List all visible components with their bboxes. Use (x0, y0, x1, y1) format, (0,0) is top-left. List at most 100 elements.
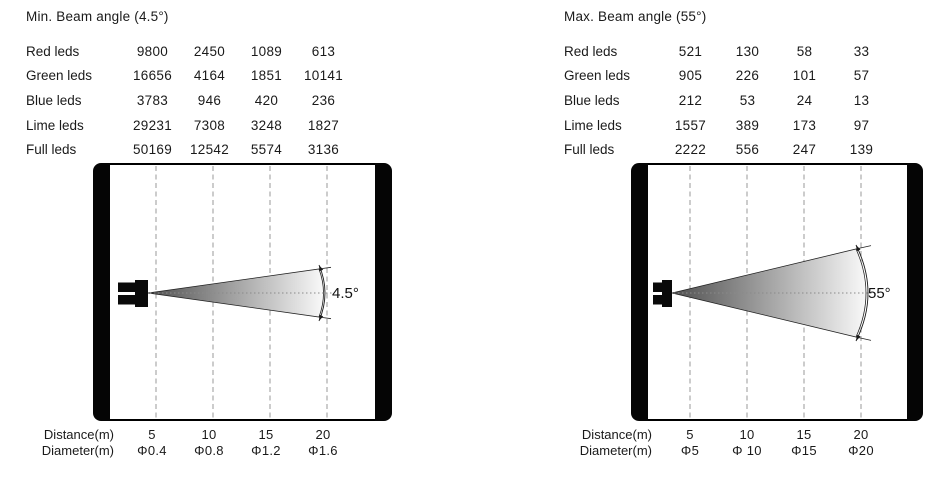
lux-value: 1827 (307, 117, 340, 133)
diameter-value: Φ5 (680, 442, 700, 458)
lux-table-row: Full leds 2222 556 247 139 (564, 137, 890, 162)
lux-table-row: Red leds 521 130 58 33 (564, 39, 890, 64)
led-color-label: Full leds (564, 142, 615, 158)
lux-table-row: Green leds 16656 4164 1851 10141 (26, 64, 352, 89)
lux-value: 173 (792, 117, 817, 133)
lux-value: 13 (853, 92, 870, 108)
lux-value: 946 (197, 92, 222, 108)
distance-axis-label: Distance(m) (581, 427, 652, 442)
lux-value: 57 (853, 68, 870, 84)
lux-table-row: Green leds 905 226 101 57 (564, 64, 890, 89)
frame-left-wall (93, 163, 110, 421)
distance-value: 5 (686, 427, 694, 442)
beam-diagram-frame: 55° (631, 163, 923, 421)
beam-cone (671, 248, 867, 338)
led-color-label: Green leds (26, 68, 93, 84)
lux-value: 139 (849, 142, 874, 158)
lux-table: Red leds 521 130 58 33 Green leds 905 226 101 57 B… (564, 39, 890, 162)
frame-top-edge (639, 163, 915, 165)
panel-max-beam: Max. Beam angle (55°) Red leds 521 130 58 33… (563, 8, 943, 470)
distance-value: 15 (796, 427, 812, 442)
lux-value: 389 (735, 117, 760, 133)
lux-value: 97 (853, 117, 870, 133)
diameter-value: Φ20 (848, 442, 874, 458)
lux-table-row: Blue leds 212 53 24 13 (564, 88, 890, 113)
distance-value: 15 (258, 427, 274, 442)
led-color-label: Red leds (564, 43, 618, 59)
frame-bottom-edge (639, 419, 915, 421)
lux-table-row: Lime leds 1557 389 173 97 (564, 113, 890, 138)
diameter-axis-label: Diameter(m) (579, 442, 652, 458)
lux-table-row: Red leds 9800 2450 1089 613 (26, 39, 352, 64)
distance-axis: Distance(m) 5 10 15 20 (564, 427, 890, 442)
beam-diagram: 4.5° (118, 166, 359, 418)
angle-value-label: 55° (868, 285, 891, 302)
lux-value: 101 (792, 68, 817, 84)
panel-min-beam: Min. Beam angle (4.5°) Red leds 9800 2450 1… (25, 8, 405, 470)
lux-value: 420 (254, 92, 279, 108)
lux-value: 1089 (250, 43, 283, 59)
diameter-value: Φ15 (791, 442, 817, 458)
lux-value: 53 (739, 92, 756, 108)
lux-value: 247 (792, 142, 817, 158)
diameter-axis-label: Diameter(m) (41, 442, 114, 458)
panel-title: Max. Beam angle (55°) (564, 9, 707, 24)
lux-value: 3248 (250, 117, 283, 133)
lux-value: 905 (678, 68, 703, 84)
distance-axis-label: Distance(m) (43, 427, 114, 442)
lux-value: 521 (678, 43, 703, 59)
lux-value: 226 (735, 68, 760, 84)
lux-value: 12542 (189, 142, 230, 158)
lux-value: 613 (311, 43, 336, 59)
lux-value: 236 (311, 92, 336, 108)
frame-bottom-edge (101, 419, 384, 421)
lux-value: 16656 (132, 68, 173, 84)
lux-table: Red leds 9800 2450 1089 613 Green leds 16656 41… (26, 39, 352, 162)
distance-axis: Distance(m) 5 10 15 20 (26, 427, 352, 442)
beam-diagram: 55° (653, 166, 891, 418)
lux-value: 130 (735, 43, 760, 59)
lux-value: 3136 (307, 142, 340, 158)
led-color-label: Red leds (26, 43, 80, 59)
diameter-axis: Diameter(m) Φ0.4 Φ0.8 Φ1.2 Φ1.6 (26, 443, 352, 458)
led-color-label: Lime leds (564, 117, 622, 133)
lux-value: 9800 (136, 43, 169, 59)
fixture-icon (118, 280, 148, 307)
diameter-axis: Diameter(m) Φ5 Φ 10 Φ15 Φ20 (564, 443, 890, 458)
lux-table-row: Lime leds 29231 7308 3248 1827 (26, 113, 352, 138)
diameter-value: Φ 10 (732, 442, 762, 458)
distance-value: 10 (739, 427, 755, 442)
angle-value-label: 4.5° (332, 285, 359, 302)
lux-value: 7308 (193, 117, 226, 133)
diameter-value: Φ0.8 (194, 442, 224, 458)
lux-value: 24 (796, 92, 813, 108)
angle-arrow-up-icon (856, 245, 861, 252)
beam-diagram-frame: 4.5° (93, 163, 392, 421)
lux-value: 4164 (193, 68, 226, 84)
angle-arrow-up-icon (319, 265, 324, 272)
distance-value: 5 (148, 427, 156, 442)
lux-table-row: Full leds 50169 12542 5574 3136 (26, 137, 352, 162)
lux-value: 33 (853, 43, 870, 59)
lux-value: 50169 (132, 142, 173, 158)
lux-value: 5574 (250, 142, 283, 158)
angle-arrow-down-icon (856, 334, 861, 341)
lux-value: 556 (735, 142, 760, 158)
lux-value: 29231 (132, 117, 173, 133)
lux-value: 3783 (136, 92, 169, 108)
distance-value: 20 (315, 427, 331, 442)
lux-value: 58 (796, 43, 813, 59)
lux-value: 1851 (250, 68, 283, 84)
lux-value: 2450 (193, 43, 226, 59)
led-color-label: Green leds (564, 68, 631, 84)
led-color-label: Full leds (26, 142, 77, 158)
lux-table-row: Blue leds 3783 946 420 236 (26, 88, 352, 113)
panel-title: Min. Beam angle (4.5°) (26, 9, 169, 24)
diameter-value: Φ0.4 (137, 442, 167, 458)
angle-arc (855, 244, 869, 342)
frame-right-wall (375, 163, 392, 421)
led-color-label: Lime leds (26, 117, 84, 133)
lux-value: 1557 (674, 117, 707, 133)
frame-left-wall (631, 163, 648, 421)
